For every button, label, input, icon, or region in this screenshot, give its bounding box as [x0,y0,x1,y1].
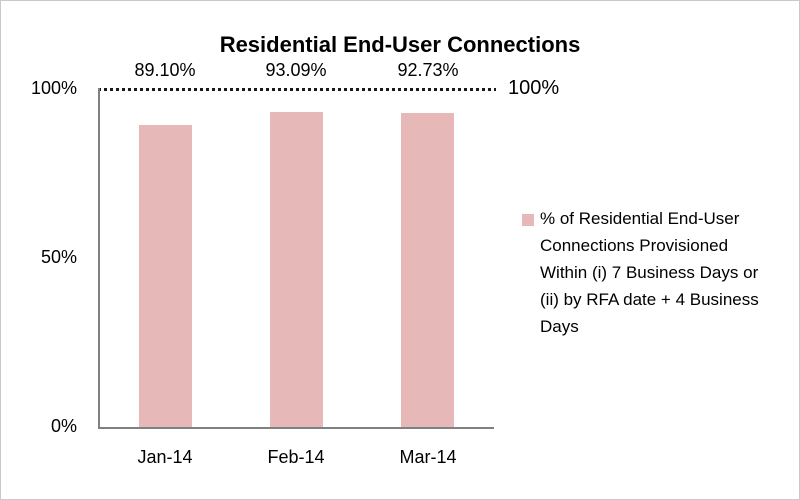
x-axis-label-feb-14: Feb-14 [267,447,325,467]
legend: % of Residential End-User Connections Pr… [522,205,788,340]
x-axis-label-mar-14: Mar-14 [399,447,457,467]
reference-line-100-percent [98,88,496,91]
chart-title: Residential End-User Connections [219,32,581,57]
bar-mar-14 [401,113,454,427]
y-axis-tick-0: 0% [50,416,77,436]
bar-jan-14 [139,125,192,427]
legend-swatch-icon [522,214,534,226]
reference-line-label: 100% [508,77,560,99]
y-axis-line [98,88,100,429]
data-label-feb-14: 93.09% [265,60,327,80]
y-axis-tick-100: 100% [30,78,77,98]
y-axis-tick-50: 50% [40,247,77,267]
bar-feb-14 [270,112,323,427]
x-axis-line [98,427,494,429]
x-axis-label-jan-14: Jan-14 [137,447,193,467]
data-label-mar-14: 92.73% [397,60,459,80]
legend-series-label: % of Residential End-User Connections Pr… [540,209,759,336]
data-label-jan-14: 89.10% [134,60,196,80]
